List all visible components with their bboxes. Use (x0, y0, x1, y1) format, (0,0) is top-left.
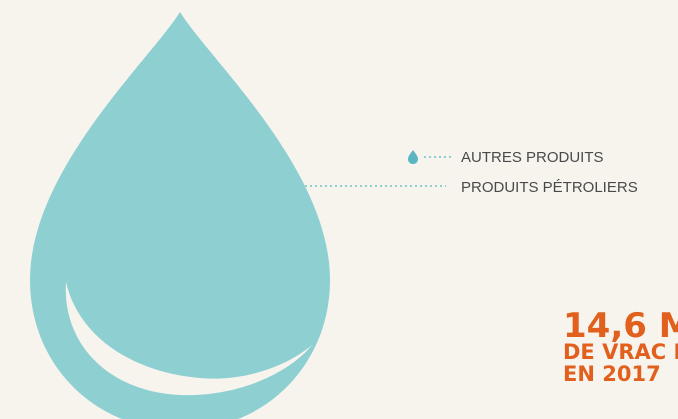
legend-label: PRODUITS PÉTROLIERS (461, 179, 638, 196)
small-drop (408, 150, 418, 164)
headline-line: DE VRAC LIQU (563, 340, 678, 364)
infographic: AUTRES PRODUITS PRODUITS PÉTROLIERS 14,6… (0, 0, 678, 419)
page: Infographie html, body { margin: 0; padd… (0, 0, 678, 419)
body: {"legend": {"items": [{"label": "AUTRES … (0, 0, 678, 419)
headline-line: EN 2017 (563, 362, 661, 386)
legend-label: AUTRES PRODUITS (461, 149, 604, 166)
